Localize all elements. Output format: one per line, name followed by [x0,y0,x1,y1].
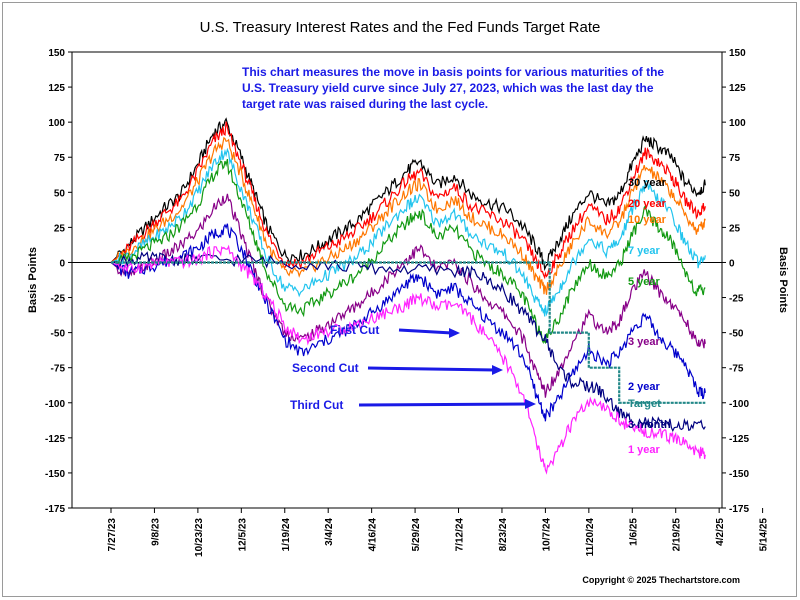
legend-entry: 30 year [628,177,667,189]
y-tick-label-left: -25 [51,294,66,305]
series-line-5-year [110,158,706,345]
y-tick-label-right: -125 [729,434,749,445]
legend-entry: 10 year [628,214,667,226]
series-line-3-year [110,193,706,398]
y-tick-label-left: 50 [54,188,66,199]
series-line-target [111,261,706,404]
legend-entry: 7 year [628,245,661,257]
y-tick-label-right: -100 [729,399,749,410]
y-tick-label-right: 50 [729,188,741,199]
y-tick-label-left: -175 [45,504,65,515]
legend-entry: 2 year [628,381,661,393]
series-line-1-year [110,244,706,475]
y-tick-label-left: 75 [54,153,66,164]
legend-entry: 3 month [628,419,671,431]
cut-arrow-head [492,365,503,375]
x-tick-label: 3/4/24 [324,518,335,546]
cut-arrow-shaft [358,402,529,407]
chart-title: U.S. Treasury Interest Rates and the Fed… [200,19,601,36]
cut-arrow-head [525,399,536,409]
series-line-7-year [110,147,706,317]
y-tick-label-right: -175 [729,504,749,515]
y-tick-label-right: -75 [729,364,744,375]
cut-label: Third Cut [290,398,343,412]
x-tick-label: 11/20/24 [585,518,596,557]
x-tick-label: 5/29/24 [411,518,422,552]
x-tick-label: 5/14/25 [759,518,770,552]
annotation-line-3: target rate was raised during the last c… [242,97,488,111]
series-line-10-year [110,136,706,295]
cut-arrow-shaft [398,328,453,335]
series-line-20-year [110,121,706,280]
y-tick-label-right: -25 [729,294,744,305]
cut-label: First Cut [330,323,379,337]
x-tick-label: 10/23/23 [194,518,205,557]
cut-arrow-head [449,328,460,338]
cut-label: Second Cut [292,361,359,375]
cut-arrow-shaft [367,366,496,372]
annotation-line-2: U.S. Treasury yield curve since July 27,… [242,81,654,95]
y-tick-label-right: 125 [729,83,746,94]
legend-entry: 5 year [628,276,661,288]
series-line-2-year [110,223,706,422]
y-tick-label-right: 75 [729,153,741,164]
y-tick-label-left: -100 [45,399,65,410]
x-tick-label: 8/23/24 [498,518,509,552]
series-line-30-year [110,117,706,272]
y-tick-label-left: 100 [48,118,65,129]
y-tick-label-left: -150 [45,469,65,480]
legend-entry: 20 year [628,198,667,210]
x-tick-label: 12/5/23 [237,518,248,552]
y-tick-label-right: 100 [729,118,746,129]
y-axis-label-right: Basis Points [777,247,789,313]
x-tick-label: 4/16/24 [368,518,379,552]
annotation-line-1: This chart measures the move in basis po… [242,65,664,79]
y-tick-label-right: 0 [729,258,735,269]
x-tick-label: 2/19/25 [672,518,683,552]
x-tick-label: 7/27/23 [107,518,118,552]
y-axis-label-left: Basis Points [27,247,39,313]
y-tick-label-left: 25 [54,223,66,234]
x-tick-label: 1/19/24 [281,518,292,552]
y-tick-label-right: -50 [729,329,744,340]
x-tick-label: 10/7/24 [541,518,552,552]
y-tick-label-left: -50 [51,329,66,340]
y-tick-label-left: -125 [45,434,65,445]
y-tick-label-right: 150 [729,48,746,59]
plot-area: 150 150 125 125 100 100 75 75 50 50 25 25 0 0 -25 -25 -5… [45,48,770,557]
legend-entry: 1 year [628,444,661,456]
y-tick-label-left: 0 [59,258,65,269]
y-tick-label-left: -75 [51,364,66,375]
copyright-notice: Copyright © 2025 Thechartstore.com [582,575,740,585]
x-tick-label: 1/6/25 [628,518,639,546]
x-tick-label: 9/8/23 [150,518,161,546]
y-tick-label-left: 125 [48,83,65,94]
y-tick-label-right: 25 [729,223,741,234]
legend-entry: 3 year [628,336,661,348]
legend-entry: Target [628,398,661,410]
y-tick-label-left: 150 [48,48,65,59]
x-tick-label: 4/2/25 [715,518,726,546]
y-tick-label-right: -150 [729,469,749,480]
plot-border [71,51,723,509]
x-tick-label: 7/12/24 [455,518,466,552]
